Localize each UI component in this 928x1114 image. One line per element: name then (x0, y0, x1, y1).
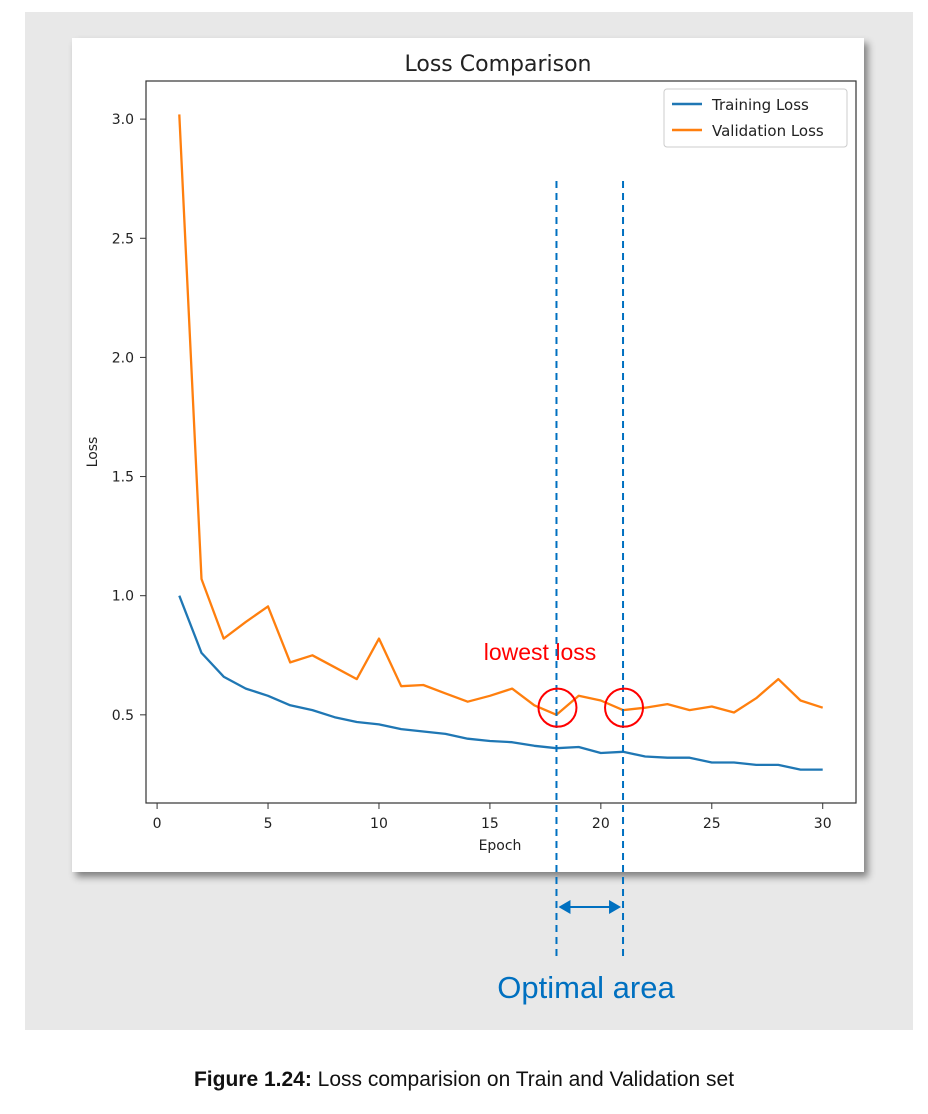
series-line-training (178, 595, 823, 771)
y-axis-label: Loss (85, 437, 101, 468)
y-tick-label: 1.5 (112, 470, 134, 486)
arrow-head-left-icon (558, 900, 571, 914)
legend-label-validation: Validation Loss (712, 122, 824, 140)
lowest-loss-marker (604, 687, 645, 728)
series-line-validation (178, 114, 824, 716)
figure-caption: Figure 1.24: Loss comparision on Train a… (0, 1068, 928, 1092)
caption-text: Loss comparision on Train and Validation… (311, 1068, 735, 1091)
annotations: lowest loss Optimal area (484, 181, 675, 1005)
optimal-area-label: Optimal area (497, 970, 675, 1005)
chart-card (72, 38, 864, 872)
x-axis-label: Epoch (479, 838, 522, 854)
lowest-loss-label: lowest loss (484, 639, 596, 665)
y-tick-label: 0.5 (112, 708, 134, 724)
legend-box (663, 88, 848, 148)
x-tick-label: 5 (264, 816, 273, 832)
y-tick-label: 2.5 (112, 231, 134, 247)
y-tick-label: 3.0 (112, 112, 134, 128)
legend: Training Loss Validation Loss (663, 88, 848, 148)
caption-label: Figure 1.24: (193, 1068, 312, 1091)
x-tick-label: 15 (481, 816, 499, 832)
arrow-head-right-icon (609, 900, 622, 914)
x-tick-label: 25 (703, 816, 721, 832)
x-tick-label: 0 (153, 816, 162, 832)
series-layer (178, 114, 824, 771)
axis-ticks: 0 5 10 15 20 25 30 0.5 1.0 1.5 2.0 2.5 3.0 (112, 112, 832, 832)
x-tick-label: 30 (814, 816, 832, 832)
plot-frame (145, 80, 857, 804)
x-tick-label: 20 (592, 816, 610, 832)
y-tick-label: 2.0 (112, 350, 134, 366)
chart-title: Loss Comparison (405, 52, 592, 77)
x-tick-label: 10 (370, 816, 388, 832)
lowest-loss-marker (537, 687, 578, 728)
legend-label-training: Training Loss (711, 96, 809, 114)
y-tick-label: 1.0 (112, 589, 134, 605)
